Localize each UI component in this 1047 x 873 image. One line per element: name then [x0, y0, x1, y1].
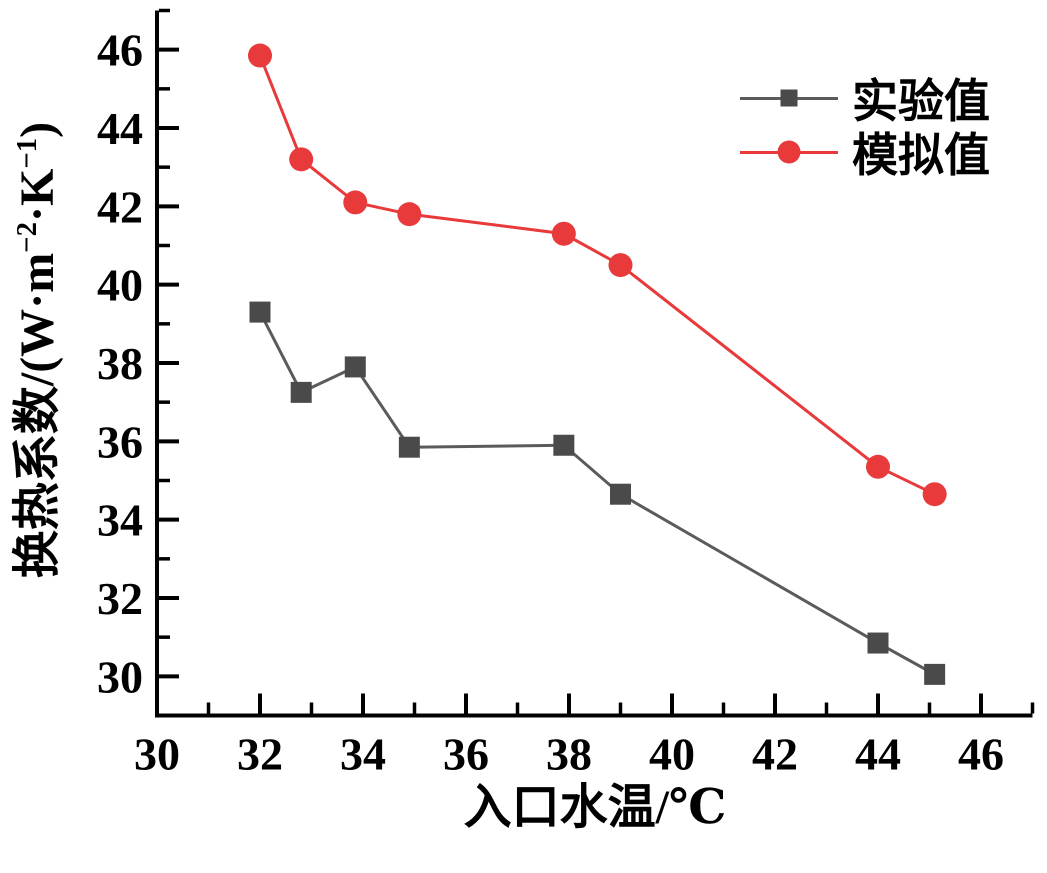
- y-tick-label: 44: [97, 103, 143, 154]
- x-tick-label: 40: [649, 729, 695, 780]
- data-point-circle-marker: [922, 482, 947, 507]
- x-axis-title: 入口水温/℃: [463, 781, 727, 834]
- y-tick-label: 42: [97, 181, 143, 232]
- data-point-square-marker: [344, 356, 366, 378]
- legend: 实验值 模拟值: [740, 71, 990, 181]
- experimental-series-swatch: [740, 89, 838, 107]
- data-point-circle-marker: [608, 253, 633, 278]
- legend-label-simulated: 模拟值: [852, 130, 990, 181]
- x-tick-label: 30: [134, 729, 180, 780]
- y-tick-label: 36: [97, 416, 143, 467]
- data-point-circle-marker: [248, 43, 272, 68]
- x-tick-label: 38: [546, 729, 592, 780]
- square-marker-icon: [780, 89, 798, 107]
- data-point-square-marker: [553, 434, 575, 456]
- y-tick-label: 38: [97, 338, 143, 389]
- data-point-circle-marker: [866, 454, 890, 479]
- data-point-square-marker: [610, 483, 631, 505]
- y-tick-label: 40: [97, 260, 143, 311]
- data-point-square-marker: [398, 436, 420, 458]
- y-tick-label: 32: [97, 573, 143, 624]
- y-axis-title-text: 换热系数/(W·m: [11, 252, 64, 579]
- y-axis-title-text: ): [11, 121, 64, 138]
- data-point-circle-marker: [397, 202, 422, 227]
- y-tick-label: 46: [97, 25, 143, 76]
- legend-item-simulated: 模拟值: [740, 125, 990, 181]
- x-tick-label: 46: [958, 729, 1004, 780]
- data-point-square-marker: [867, 632, 889, 654]
- data-point-square-marker: [924, 663, 946, 685]
- x-tick-label: 42: [752, 729, 798, 780]
- circle-marker-icon: [777, 140, 801, 164]
- x-tick-label: 32: [237, 729, 283, 780]
- legend-item-experimental: 实验值: [740, 71, 990, 127]
- x-tick-label: 36: [443, 729, 489, 780]
- data-point-circle-marker: [551, 221, 576, 246]
- legend-label-experimental: 实验值: [852, 76, 990, 127]
- data-point-square-marker: [249, 301, 271, 323]
- y-tick-label: 30: [97, 651, 143, 702]
- data-point-circle-marker: [289, 147, 314, 172]
- simulated-series-swatch: [740, 140, 838, 164]
- y-axis-title-text: ·K: [11, 168, 64, 222]
- y-axis-title-superscript: −1: [11, 137, 43, 169]
- data-point-square-marker: [290, 381, 312, 403]
- y-axis-title: 换热系数/(W·m−2·K−1): [6, 70, 70, 630]
- y-tick-label: 34: [97, 495, 143, 546]
- x-tick-label: 44: [855, 729, 901, 780]
- data-point-circle-marker: [343, 190, 368, 215]
- y-axis-title-superscript: −2: [11, 222, 43, 253]
- x-tick-label: 34: [340, 729, 386, 780]
